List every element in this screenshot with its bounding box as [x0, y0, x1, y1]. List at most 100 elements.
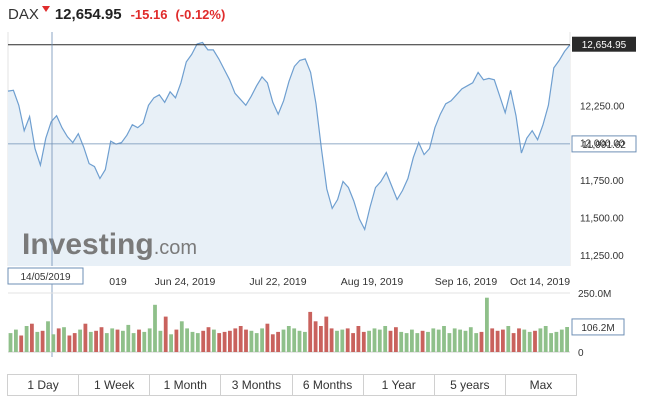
- volume-bar: [88, 331, 93, 352]
- volume-bar: [142, 331, 147, 352]
- volume-bar: [147, 328, 152, 352]
- volume-bar: [436, 329, 441, 352]
- range-1-week-button[interactable]: 1 Week: [79, 375, 151, 395]
- volume-bar: [517, 328, 521, 352]
- volume-bar: [340, 329, 345, 352]
- volume-bar: [554, 331, 559, 352]
- volume-bar: [324, 316, 329, 352]
- volume-bar: [377, 329, 382, 352]
- volume-bar: [565, 327, 569, 352]
- volume-bar: [538, 328, 543, 352]
- volume-bar: [185, 328, 189, 352]
- volume-bar: [195, 333, 200, 352]
- range-max-button[interactable]: Max: [529, 378, 553, 392]
- volume-bar: [474, 333, 479, 352]
- volume-bar: [458, 329, 462, 352]
- volume-bar: [447, 333, 452, 352]
- volume-bar: [501, 329, 505, 352]
- volume-bar: [303, 331, 307, 352]
- volume-bar: [19, 335, 24, 352]
- volume-bar: [415, 333, 420, 352]
- volume-bar: [361, 331, 366, 352]
- volume-bar: [479, 331, 484, 352]
- x-tick-label: Sep 16, 2019: [435, 276, 498, 288]
- volume-bar: [169, 334, 173, 352]
- down-arrow-icon: [41, 6, 50, 12]
- volume-bar: [394, 327, 398, 352]
- volume-bar: [426, 331, 430, 352]
- change-label: -15.16: [130, 7, 168, 22]
- volume-bar: [506, 326, 511, 352]
- volume-bar: [179, 321, 184, 352]
- volume-bar: [383, 326, 388, 352]
- volume-bar: [495, 330, 500, 352]
- volume-bar: [206, 327, 211, 352]
- range-3-months-button[interactable]: 3 Months: [221, 375, 293, 395]
- price-area: [8, 42, 570, 266]
- x-tick-label: Jun 24, 2019: [155, 276, 216, 288]
- volume-bar: [399, 331, 404, 352]
- range-selector: 1 Day 1 Week 1 Month 3 Months 6 Months 1…: [7, 374, 577, 396]
- volume-bar: [485, 297, 489, 352]
- volume-bar: [222, 331, 227, 352]
- volume-bar: [8, 333, 13, 352]
- y-tick-label: 11,500.00: [580, 213, 624, 224]
- volume-bar: [543, 326, 548, 352]
- volume-bar: [308, 311, 313, 352]
- volume-bar: [559, 329, 564, 352]
- volume-bar: [335, 330, 339, 352]
- volume-bar: [174, 329, 179, 352]
- volume-bar: [228, 330, 232, 352]
- quote-header: DAX 12,654.95 -15.16 (-0.12%): [8, 6, 233, 26]
- range-1-year-button[interactable]: 1 Year: [364, 375, 435, 395]
- symbol-label: DAX: [8, 6, 39, 23]
- volume-bar: [110, 328, 115, 352]
- volume-bar: [249, 330, 254, 352]
- y-tick-label: 11,750.00: [580, 176, 624, 187]
- volume-bar: [83, 323, 88, 352]
- volume-axis-max-label: 250.0M: [578, 289, 611, 300]
- volume-bar: [511, 333, 516, 352]
- volume-bar: [254, 333, 259, 352]
- volume-bar: [388, 330, 393, 352]
- volume-bar: [345, 328, 350, 352]
- volume-bar: [78, 329, 82, 352]
- volume-bar: [51, 334, 56, 352]
- crosshair-date-tag: [7, 267, 84, 285]
- volume-bar: [452, 328, 457, 352]
- volume-bar: [24, 326, 29, 352]
- volume-bar: [201, 330, 206, 352]
- range-1-month-button[interactable]: 1 Month: [150, 375, 222, 395]
- volume-bar: [137, 329, 141, 352]
- volume-bar: [115, 329, 120, 352]
- volume-bar: [372, 328, 377, 352]
- y-tick-label: 11,250.00: [580, 251, 624, 262]
- range-5-years-button[interactable]: 5 years: [435, 375, 506, 395]
- range-6-months-button[interactable]: 6 Months: [293, 375, 364, 395]
- volume-bar: [212, 329, 216, 352]
- volume-bar: [276, 331, 280, 352]
- change-pct-label: (-0.12%): [175, 7, 226, 22]
- price-chart[interactable]: Investing.com12,654.9511,991.6212,250.00…: [0, 0, 645, 370]
- volume-bar: [431, 328, 436, 352]
- x-tick-label: Aug 19, 2019: [341, 276, 404, 288]
- volume-bar: [367, 330, 371, 352]
- crosshair-price-tag: [571, 135, 637, 153]
- volume-bar: [351, 333, 355, 352]
- volume-bar: [121, 330, 125, 352]
- volume-bar: [131, 333, 136, 352]
- volume-bar: [313, 321, 318, 352]
- volume-bar: [260, 328, 264, 352]
- volume-bar: [158, 330, 163, 352]
- volume-bar: [442, 326, 446, 352]
- volume-bar: [46, 321, 50, 352]
- range-1-day-button[interactable]: 1 Day: [8, 375, 80, 395]
- volume-bar: [297, 330, 302, 352]
- price-label: 12,654.95: [54, 6, 122, 23]
- volume-bar: [35, 331, 40, 352]
- volume-bar: [94, 330, 98, 352]
- volume-bar: [281, 329, 286, 352]
- volume-bar: [104, 333, 109, 352]
- volume-bar: [56, 328, 61, 352]
- last-price-tag: [572, 36, 636, 52]
